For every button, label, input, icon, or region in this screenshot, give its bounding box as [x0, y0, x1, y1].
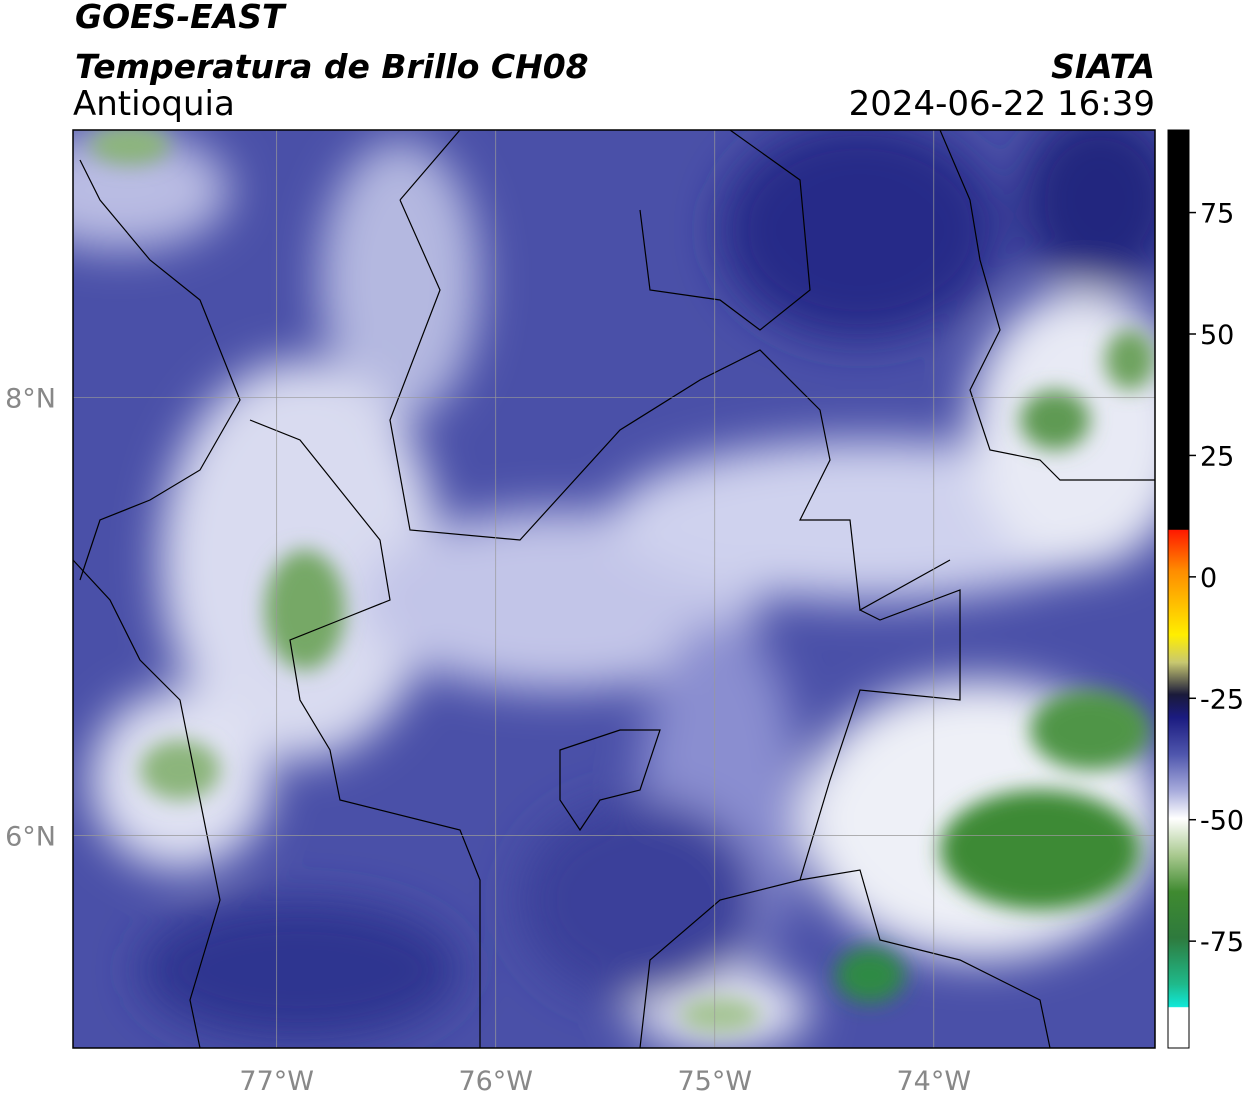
colorbar-tick-label: 0	[1200, 563, 1217, 594]
source: SIATA	[1051, 47, 1155, 86]
map-frame	[72, 129, 1156, 1049]
colorbar-tick-label: 75	[1200, 199, 1234, 230]
subtitle: Temperatura de Brillo CH08	[75, 47, 589, 86]
lon-tick-label: 76°W	[458, 1066, 533, 1097]
colorbar-tick-label: -75	[1200, 927, 1244, 958]
colorbar	[1167, 129, 1190, 1049]
lat-tick-label: 8°N	[5, 383, 56, 414]
colorbar-tick-label: 50	[1200, 320, 1234, 351]
title: GOES-EAST	[75, 0, 287, 36]
map-image	[73, 130, 1155, 1048]
colorbar-tick-label: -25	[1200, 684, 1244, 715]
lon-tick-label: 75°W	[677, 1066, 752, 1097]
lon-tick-label: 74°W	[897, 1066, 972, 1097]
graticule	[73, 130, 1155, 1048]
colorbar-tick-label: -50	[1200, 806, 1244, 837]
timestamp: 2024-06-22 16:39	[849, 84, 1155, 124]
lon-tick-label: 77°W	[239, 1066, 314, 1097]
colorbar-tick-label: 25	[1200, 441, 1234, 472]
region: Antioquia	[73, 84, 235, 124]
lat-tick-label: 6°N	[5, 821, 56, 852]
